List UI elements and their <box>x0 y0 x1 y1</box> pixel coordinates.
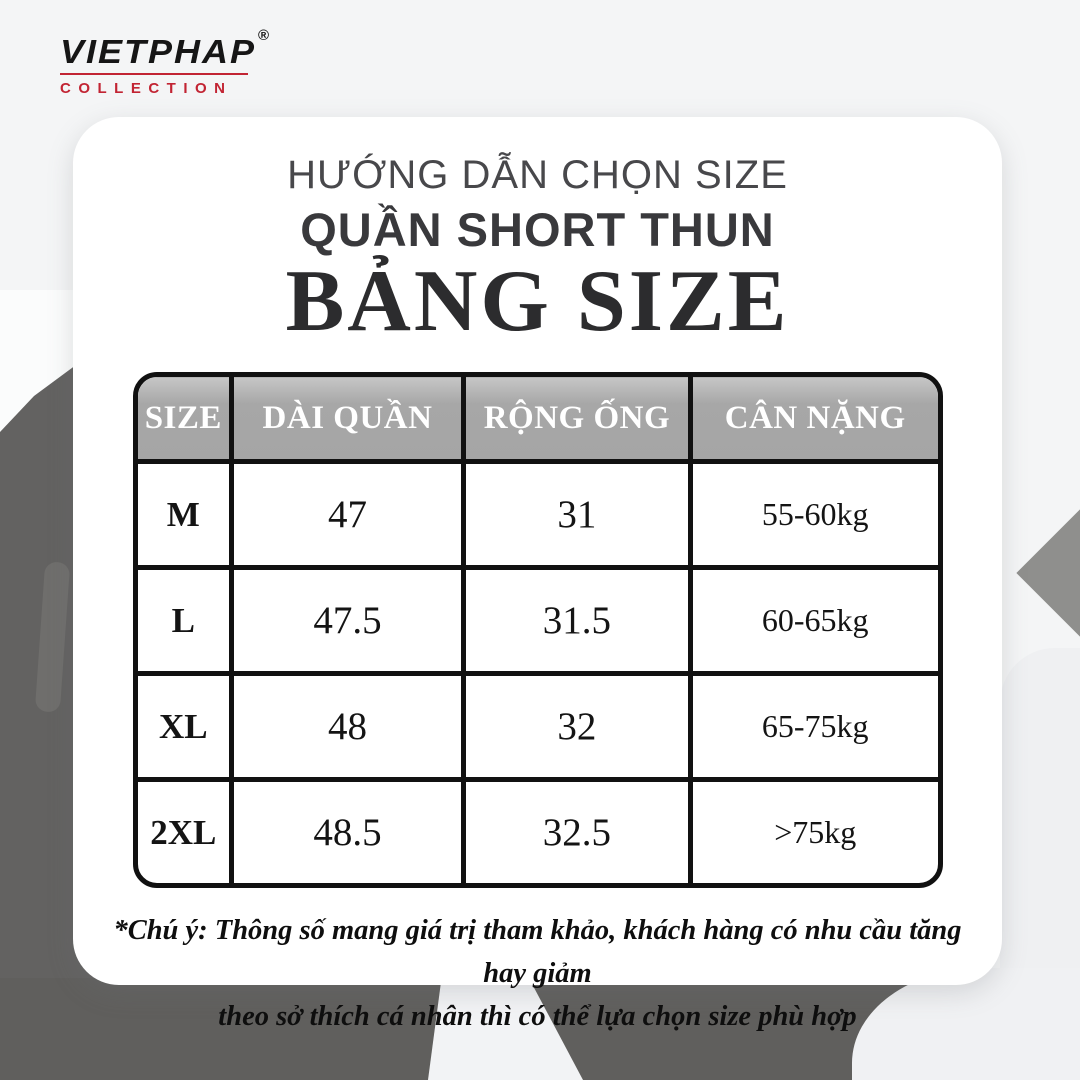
table-row-xl: XL 48 32 65-75kg <box>137 671 938 783</box>
cell-can-nang: 60-65kg <box>687 565 938 677</box>
note-line-1: *Chú ý: Thông số mang giá trị tham khảo,… <box>113 915 962 990</box>
note-line-2: theo sở thích cá nhân thì có thể lựa chọ… <box>218 1000 857 1032</box>
shorts-photo-right-corner <box>1016 509 1080 637</box>
size-table-grid: SIZE DÀI QUẦN RỘNG ỐNG CÂN NẶNG M 47 31 … <box>137 377 938 884</box>
cell-size: M <box>137 459 235 571</box>
cell-rong-ong: 31.5 <box>460 565 693 677</box>
cell-dai-quan: 48 <box>229 671 466 783</box>
col-header-rong-ong: RỘNG ỐNG <box>460 377 693 465</box>
col-header-size: SIZE <box>137 377 235 465</box>
size-chart-heading: BẢNG SIZE <box>285 253 790 351</box>
cell-size: L <box>137 565 235 677</box>
brand-name: VIETPHAP <box>60 32 257 71</box>
cell-rong-ong: 32.5 <box>460 777 693 884</box>
cell-rong-ong: 31 <box>460 459 693 571</box>
product-name: QUẦN SHORT THUN <box>300 203 775 256</box>
table-row-m: M 47 31 55-60kg <box>137 459 938 571</box>
brand-wordmark: VIETPHAP ® <box>60 27 269 71</box>
guide-title: HƯỚNG DẪN CHỌN SIZE <box>287 153 788 197</box>
cell-size: 2XL <box>137 777 235 884</box>
col-header-dai-quan: DÀI QUẦN <box>229 377 466 465</box>
col-header-can-nang: CÂN NẶNG <box>687 377 938 465</box>
cell-can-nang: 55-60kg <box>687 459 938 571</box>
cell-can-nang: >75kg <box>687 777 938 884</box>
registered-trademark-icon: ® <box>258 27 270 44</box>
cell-size: XL <box>137 671 235 783</box>
cell-rong-ong: 32 <box>460 671 693 783</box>
cell-dai-quan: 48.5 <box>229 777 466 884</box>
size-table: SIZE DÀI QUẦN RỘNG ỐNG CÂN NẶNG M 47 31 … <box>132 372 943 889</box>
table-header-row: SIZE DÀI QUẦN RỘNG ỐNG CÂN NẶNG <box>137 377 938 465</box>
cell-dai-quan: 47.5 <box>229 565 466 677</box>
brand-logo: VIETPHAP ® COLLECTION <box>60 27 269 97</box>
brand-subtitle: COLLECTION <box>60 80 233 97</box>
cell-can-nang: 65-75kg <box>687 671 938 783</box>
note-text: *Chú ý: Thông số mang giá trị tham khảo,… <box>98 910 978 1038</box>
table-row-2xl: 2XL 48.5 32.5 >75kg <box>137 777 938 884</box>
cell-dai-quan: 47 <box>229 459 466 571</box>
table-row-l: L 47.5 31.5 60-65kg <box>137 565 938 677</box>
size-guide-card: HƯỚNG DẪN CHỌN SIZE QUẦN SHORT THUN BẢNG… <box>73 117 1002 1032</box>
logo-divider <box>60 73 248 75</box>
